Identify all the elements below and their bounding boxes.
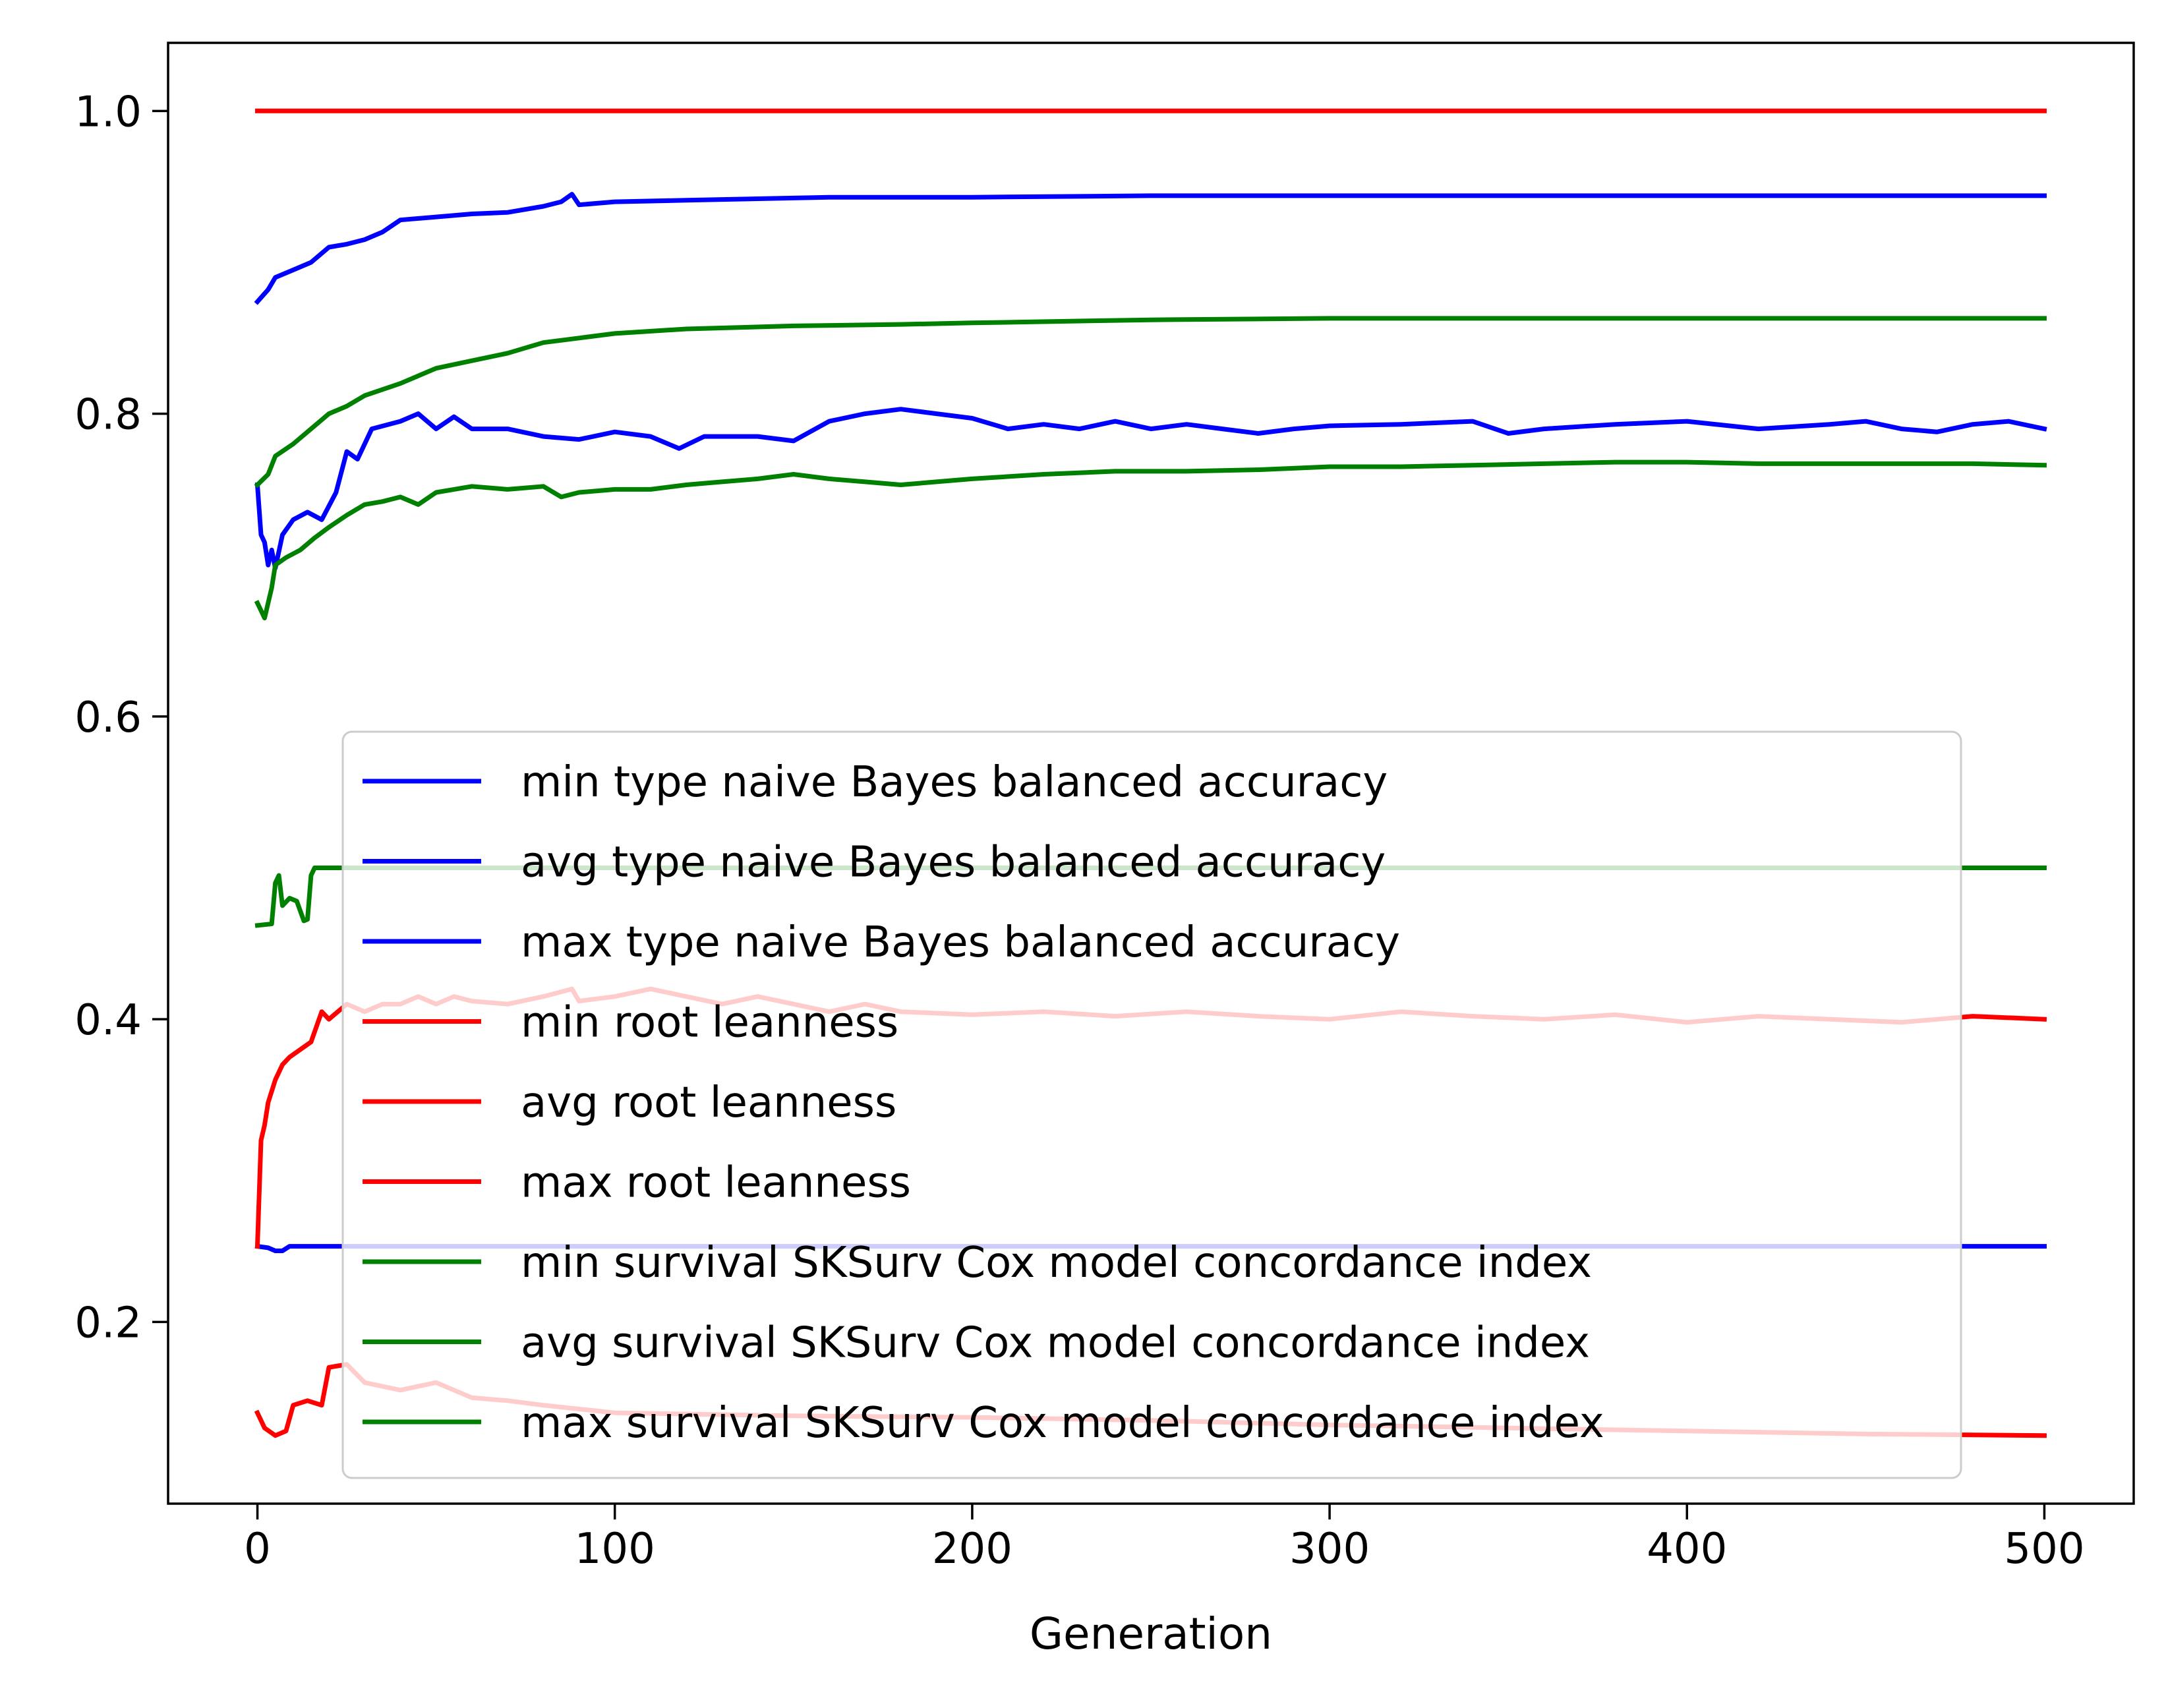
x-axis-label: Generation — [1030, 1608, 1272, 1659]
legend-box — [341, 730, 1962, 1479]
legend-label: min root leanness — [521, 999, 898, 1047]
plot-frame — [167, 42, 2135, 1505]
legend-label: avg survival SKSurv Cox model concordanc… — [521, 1319, 1590, 1368]
x-tick-label: 100 — [575, 1525, 655, 1574]
y-tick-label: 0.4 — [74, 996, 142, 1045]
series-line-9 — [254, 316, 2047, 488]
y-tick-label: 0.2 — [74, 1299, 142, 1347]
legend-label: avg root leanness — [521, 1078, 896, 1127]
legend-label: max root leanness — [521, 1159, 911, 1208]
series-line-2 — [254, 407, 2047, 571]
axes-layer: 0 100 200 300 400 500 0.2 0.4 0.6 0.8 1.0 Generatio… — [74, 42, 2135, 1659]
legend-label: max survival SKSurv Cox model concordanc… — [521, 1399, 1604, 1448]
legend-label: avg type naive Bayes balanced accuracy — [521, 839, 1386, 887]
x-tick-label: 300 — [1289, 1525, 1370, 1574]
legend-label: max type naive Bayes balanced accuracy — [521, 918, 1400, 967]
series-line-3 — [254, 192, 2047, 305]
x-tick-label: 200 — [932, 1525, 1012, 1574]
legend-label: min type naive Bayes balanced accuracy — [521, 758, 1388, 807]
legend-label: min survival SKSurv Cox model concordanc… — [521, 1239, 1592, 1287]
y-tick-label: 1.0 — [74, 88, 142, 136]
series-line-8 — [254, 459, 2047, 621]
y-tick-label: 0.6 — [74, 693, 142, 742]
y-tick-label: 0.8 — [74, 391, 142, 440]
x-tick-label: 500 — [2004, 1525, 2084, 1574]
legend: min type naive Bayes balanced accuracy av… — [341, 730, 1962, 1479]
x-tick-label: 400 — [1647, 1525, 1727, 1574]
x-tick-label: 0 — [244, 1525, 271, 1574]
